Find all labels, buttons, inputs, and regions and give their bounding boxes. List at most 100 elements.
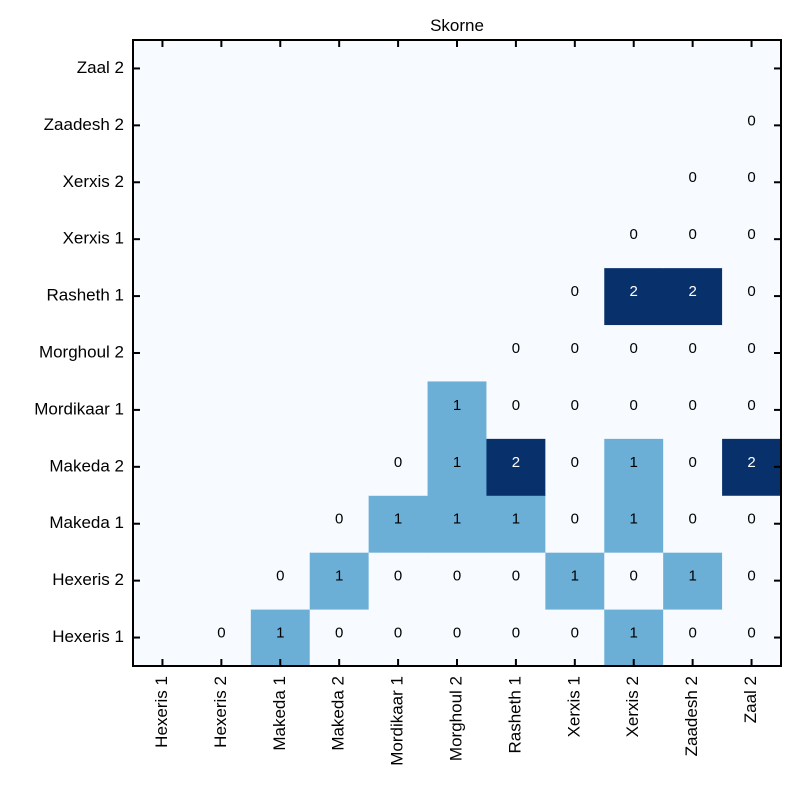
heatmap-cell xyxy=(427,381,487,439)
heatmap-cell xyxy=(604,324,664,382)
cell-value-label: 0 xyxy=(571,397,579,414)
cell-value-label: 0 xyxy=(571,454,579,471)
heatmap-cell xyxy=(663,153,723,212)
heatmap-cell xyxy=(368,552,429,610)
cell-value-label: 0 xyxy=(688,340,696,357)
y-tick-label: Zaal 2 xyxy=(77,58,124,77)
heatmap-cell xyxy=(722,267,782,326)
heatmap-cell xyxy=(368,495,429,553)
cell-value-label: 0 xyxy=(747,568,755,585)
y-tick-label: Rasheth 1 xyxy=(47,286,125,305)
cell-value-label: 0 xyxy=(747,112,755,129)
heatmap-cell xyxy=(545,495,605,553)
heatmap-cell xyxy=(722,609,782,667)
cell-value-label: 1 xyxy=(453,454,461,471)
x-tick-label: Xerxis 1 xyxy=(564,676,583,737)
heatmap-cell xyxy=(545,324,605,382)
cell-value-label: 0 xyxy=(335,511,343,528)
cell-value-label: 0 xyxy=(747,340,755,357)
heatmap-cell xyxy=(486,495,546,553)
axis-ticks xyxy=(133,40,781,666)
y-tick-label: Hexeris 1 xyxy=(52,627,124,646)
cell-value-label: 0 xyxy=(688,625,696,642)
cell-value-label: 2 xyxy=(688,283,696,300)
heatmap-cell xyxy=(722,324,782,382)
cell-value-label: 0 xyxy=(688,226,696,243)
cell-value-label: 0 xyxy=(571,625,579,642)
cell-value-label: 1 xyxy=(394,511,402,528)
cell-value-label: 0 xyxy=(512,625,520,642)
cell-value-label: 1 xyxy=(688,568,696,585)
cell-value-label: 1 xyxy=(335,568,343,585)
y-tick-label: Morghoul 2 xyxy=(39,342,124,361)
heatmap-cell xyxy=(250,609,311,667)
y-tick-label: Makeda 2 xyxy=(49,456,124,475)
heatmap-cell xyxy=(309,552,370,610)
heatmap-cell xyxy=(722,96,782,155)
x-tick-label: Mordikaar 1 xyxy=(388,676,407,766)
cell-value-label: 2 xyxy=(747,454,755,471)
heatmap-cell xyxy=(604,438,664,496)
heatmap-cell xyxy=(722,552,782,610)
x-tick-label: Hexeris 1 xyxy=(152,676,171,748)
heatmap-cell xyxy=(545,552,605,610)
cell-value-label: 1 xyxy=(453,511,461,528)
cell-value-label: 0 xyxy=(571,340,579,357)
heatmap-cell xyxy=(663,552,723,610)
heatmap-cell xyxy=(545,267,605,326)
heatmap-cell xyxy=(545,609,605,667)
heatmap-cell xyxy=(368,609,429,667)
heatmap-cell xyxy=(663,324,723,382)
cell-value-label: 1 xyxy=(630,454,638,471)
cell-value-label: 0 xyxy=(571,511,579,528)
heatmap-cell xyxy=(250,552,311,610)
heatmap-cell xyxy=(722,438,782,496)
heatmap-cell xyxy=(722,210,782,269)
heatmap-cell xyxy=(486,381,546,439)
cell-value-label: 0 xyxy=(394,568,402,585)
heatmap-cell xyxy=(604,609,664,667)
heatmap-cell xyxy=(604,552,664,610)
cell-value-label: 0 xyxy=(688,511,696,528)
heatmap-cells xyxy=(191,96,782,667)
x-axis-tick-labels: Hexeris 1 Hexeris 2 Makeda 1 Makeda 2 Mordik… xyxy=(152,676,760,766)
x-tick-label: Zaadesh 2 xyxy=(682,676,701,756)
heatmap-cell xyxy=(427,552,487,610)
heatmap-cell xyxy=(427,495,487,553)
cell-value-label: 1 xyxy=(453,397,461,414)
x-tick-label: Makeda 2 xyxy=(329,676,348,751)
y-axis-tick-labels: Hexeris 1 Hexeris 2 Makeda 1 Makeda 2 Mordik… xyxy=(34,58,124,646)
cell-value-label: 0 xyxy=(747,283,755,300)
chart-title: Skorne xyxy=(430,16,484,35)
heatmap-cell xyxy=(486,609,546,667)
x-tick-label: Makeda 1 xyxy=(270,676,289,751)
heatmap-cell xyxy=(663,381,723,439)
cell-value-label: 0 xyxy=(747,511,755,528)
cell-value-label: 0 xyxy=(394,454,402,471)
cell-value-label: 0 xyxy=(747,625,755,642)
heatmap-cell xyxy=(722,495,782,553)
heatmap-cell xyxy=(486,552,546,610)
x-tick-label: Xerxis 2 xyxy=(623,676,642,737)
cell-value-label: 0 xyxy=(217,625,225,642)
heatmap-cell xyxy=(604,381,664,439)
cell-value-label: 0 xyxy=(453,625,461,642)
heatmap-cell xyxy=(604,495,664,553)
cell-value-label: 0 xyxy=(688,397,696,414)
y-tick-label: Xerxis 2 xyxy=(63,172,124,191)
cell-value-label: 0 xyxy=(512,397,520,414)
cell-value-label: 0 xyxy=(688,454,696,471)
x-tick-label: Rasheth 1 xyxy=(505,676,524,754)
heatmap-cell xyxy=(427,609,487,667)
x-tick-label: Morghoul 2 xyxy=(446,676,465,761)
heatmap-cell xyxy=(427,438,487,496)
cell-value-label: 0 xyxy=(276,568,284,585)
heatmap-cell xyxy=(309,609,370,667)
x-tick-label: Zaal 2 xyxy=(741,676,760,723)
cell-value-label: 0 xyxy=(512,568,520,585)
heatmap-cell xyxy=(663,210,723,269)
cell-value-label: 1 xyxy=(630,625,638,642)
cell-value-label: 0 xyxy=(512,340,520,357)
cell-value-label: 0 xyxy=(747,226,755,243)
